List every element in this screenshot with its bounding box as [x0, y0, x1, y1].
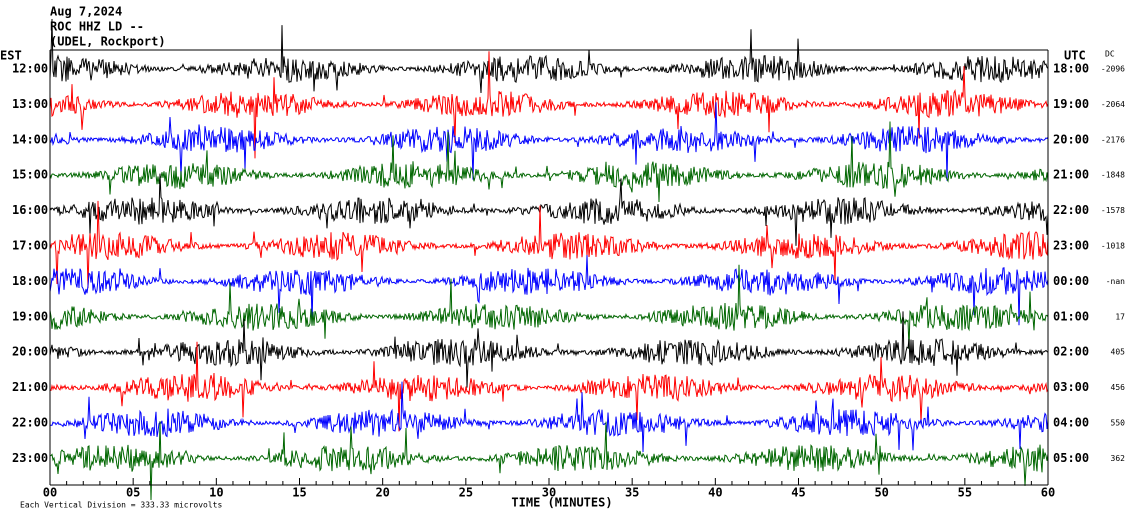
trace — [49, 102, 1049, 181]
x-tick-label: 15 — [292, 486, 306, 500]
x-tick-label: 25 — [459, 486, 473, 500]
utc-label: 02:00 — [1053, 345, 1089, 359]
trace — [49, 421, 1049, 501]
est-label: 21:00 — [12, 380, 48, 394]
traces — [49, 18, 1049, 501]
x-title: TIME (MINUTES) — [511, 496, 612, 510]
trace — [49, 121, 1049, 203]
utc-label: 19:00 — [1053, 97, 1089, 111]
x-tick-label: 20 — [375, 486, 389, 500]
est-label: 22:00 — [12, 416, 48, 430]
utc-label: 01:00 — [1053, 309, 1089, 323]
trace — [49, 255, 1049, 326]
utc-label: 21:00 — [1053, 168, 1089, 182]
dc-title: DC — [1105, 50, 1115, 59]
est-label: 19:00 — [12, 309, 48, 323]
dc-value: 456 — [1111, 383, 1126, 392]
x-tick-label: 55 — [958, 486, 972, 500]
x-tick-label: 45 — [791, 486, 805, 500]
utc-label: 23:00 — [1053, 239, 1089, 253]
utc-label: 03:00 — [1053, 380, 1089, 394]
dc-value: -1848 — [1101, 171, 1125, 180]
x-tick-label: 40 — [708, 486, 722, 500]
trace — [49, 18, 1049, 94]
trace — [49, 341, 1049, 432]
utc-label: 04:00 — [1053, 416, 1089, 430]
est-label: 16:00 — [12, 203, 48, 217]
trace — [49, 311, 1049, 388]
dc-value: 17 — [1115, 312, 1125, 321]
est-label: 23:00 — [12, 451, 48, 465]
date: Aug 7,2024 — [50, 5, 122, 19]
left-title: EST — [0, 49, 22, 63]
dc-value: -2064 — [1101, 100, 1125, 109]
x-tick-label: 60 — [1041, 486, 1055, 500]
est-label: 18:00 — [12, 274, 48, 288]
right-title: UTC — [1064, 49, 1086, 63]
dc-value: 405 — [1111, 348, 1126, 357]
x-tick-label: 50 — [874, 486, 888, 500]
x-tick-label: 05 — [126, 486, 140, 500]
location: (UDEL, Rockport) — [50, 35, 166, 49]
est-label: 15:00 — [12, 168, 48, 182]
dc-value: -nan — [1106, 277, 1125, 286]
utc-label: 05:00 — [1053, 451, 1089, 465]
x-tick-label: 10 — [209, 486, 223, 500]
est-label: 20:00 — [12, 345, 48, 359]
est-label: 13:00 — [12, 97, 48, 111]
utc-label: 20:00 — [1053, 132, 1089, 146]
station: ROC HHZ LD -- — [50, 20, 144, 34]
dc-value: -1578 — [1101, 206, 1125, 215]
trace — [49, 381, 1049, 453]
est-label: 17:00 — [12, 239, 48, 253]
x-tick-label: 35 — [625, 486, 639, 500]
x-tick-label: 30 — [542, 486, 556, 500]
trace — [49, 51, 1049, 159]
est-label: 12:00 — [12, 62, 48, 76]
trace — [49, 173, 1049, 246]
trace — [49, 264, 1049, 349]
trace — [49, 200, 1049, 289]
dc-value: 362 — [1111, 454, 1126, 463]
utc-label: 00:00 — [1053, 274, 1089, 288]
footer: Each Vertical Division = 333.33 microvol… — [20, 501, 222, 510]
x-tick-label: 00 — [43, 486, 57, 500]
dc-value: -1018 — [1101, 242, 1125, 251]
dc-value: -2176 — [1101, 135, 1125, 144]
dc-value: 550 — [1111, 419, 1126, 428]
dc-value: -2096 — [1101, 65, 1125, 74]
utc-label: 22:00 — [1053, 203, 1089, 217]
est-label: 14:00 — [12, 132, 48, 146]
utc-label: 18:00 — [1053, 62, 1089, 76]
